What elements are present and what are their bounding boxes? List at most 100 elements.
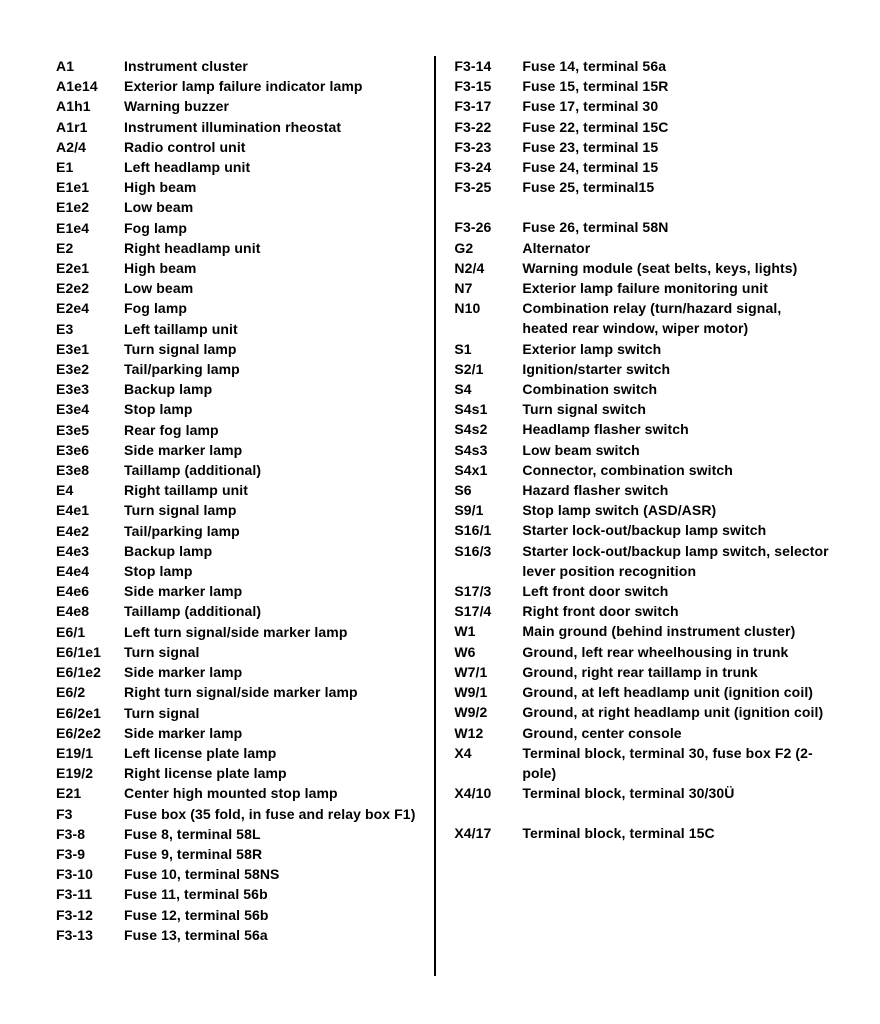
legend-row: F3-10Fuse 10, terminal 58NS: [56, 864, 420, 884]
component-code: F3-11: [56, 884, 124, 904]
component-description: Backup lamp: [124, 541, 420, 561]
component-description: Warning module (seat belts, keys, lights…: [522, 258, 840, 278]
legend-row: W1Main ground (behind instrument cluster…: [454, 621, 840, 641]
component-code: S17/4: [454, 601, 522, 621]
legend-row: E6/1e2Side marker lamp: [56, 662, 420, 682]
component-description: Stop lamp switch (ASD/ASR): [522, 500, 840, 520]
component-code: E3: [56, 319, 124, 339]
page: A1Instrument clusterA1e14Exterior lamp f…: [0, 0, 880, 1024]
legend-row: E3e6Side marker lamp: [56, 440, 420, 460]
component-description: Fuse 17, terminal 30: [522, 96, 840, 116]
component-code: F3: [56, 804, 124, 824]
legend-row: E19/2Right license plate lamp: [56, 763, 420, 783]
component-code: E1e4: [56, 218, 124, 238]
component-description: Ground, left rear wheelhousing in trunk: [522, 642, 840, 662]
component-description: Terminal block, terminal 15C: [522, 823, 840, 843]
legend-row: A1r1Instrument illumination rheostat: [56, 117, 420, 137]
component-description: Turn signal: [124, 703, 420, 723]
component-code: S4s1: [454, 399, 522, 419]
legend-row: S4s1Turn signal switch: [454, 399, 840, 419]
legend-row: A1h1Warning buzzer: [56, 96, 420, 116]
legend-row: E2e1High beam: [56, 258, 420, 278]
component-code: S16/1: [454, 520, 522, 540]
legend-row: E6/1e1Turn signal: [56, 642, 420, 662]
component-code: W7/1: [454, 662, 522, 682]
component-description: Tail/parking lamp: [124, 521, 420, 541]
component-code: S16/3: [454, 541, 522, 561]
component-description: Side marker lamp: [124, 662, 420, 682]
component-description: Low beam: [124, 278, 420, 298]
component-description: Alternator: [522, 238, 840, 258]
column-divider: [434, 56, 436, 976]
legend-row: E6/2e1Turn signal: [56, 703, 420, 723]
component-description: Stop lamp: [124, 399, 420, 419]
component-code: S4s2: [454, 419, 522, 439]
legend-row: W9/1Ground, at left headlamp unit (ignit…: [454, 682, 840, 702]
legend-row: N10Combination relay (turn/hazard signal…: [454, 298, 840, 318]
component-description: Low beam: [124, 197, 420, 217]
component-description: Taillamp (additional): [124, 460, 420, 480]
component-code: E4e6: [56, 581, 124, 601]
legend-row: E3e2Tail/parking lamp: [56, 359, 420, 379]
component-description: Left turn signal/side marker lamp: [124, 622, 420, 642]
component-description: Side marker lamp: [124, 723, 420, 743]
component-description: High beam: [124, 258, 420, 278]
component-code: F3-12: [56, 905, 124, 925]
legend-row: A1e14Exterior lamp failure indicator lam…: [56, 76, 420, 96]
component-description: Fuse 9, terminal 58R: [124, 844, 420, 864]
component-description: Starter lock-out/backup lamp switch, sel…: [522, 541, 840, 581]
component-code: N7: [454, 278, 522, 298]
legend-row: S2/1Ignition/starter switch: [454, 359, 840, 379]
legend-row: E4e4Stop lamp: [56, 561, 420, 581]
legend-row: E1e1High beam: [56, 177, 420, 197]
component-code: F3-23: [454, 137, 522, 157]
legend-row: F3-24Fuse 24, terminal 15: [454, 157, 840, 177]
component-code: X4/10: [454, 783, 522, 803]
component-code: G2: [454, 238, 522, 258]
component-code: S17/3: [454, 581, 522, 601]
component-description: Taillamp (additional): [124, 601, 420, 621]
component-code: E3e3: [56, 379, 124, 399]
component-description: Exterior lamp failure monitoring unit: [522, 278, 840, 298]
component-code: S4: [454, 379, 522, 399]
component-description: Ground, right rear taillamp in trunk: [522, 662, 840, 682]
component-description: Instrument cluster: [124, 56, 420, 76]
component-code: E4e2: [56, 521, 124, 541]
component-description: Ignition/starter switch: [522, 359, 840, 379]
component-code: E2: [56, 238, 124, 258]
legend-row: E3e4Stop lamp: [56, 399, 420, 419]
component-code: E3e2: [56, 359, 124, 379]
component-code: E4e3: [56, 541, 124, 561]
component-description: Right taillamp unit: [124, 480, 420, 500]
legend-row: E3Left taillamp unit: [56, 319, 420, 339]
component-description: Side marker lamp: [124, 440, 420, 460]
legend-row: F3-9Fuse 9, terminal 58R: [56, 844, 420, 864]
legend-row: heated rear window, wiper motor): [454, 318, 840, 338]
component-code: E6/2e2: [56, 723, 124, 743]
legend-row: S16/3Starter lock-out/backup lamp switch…: [454, 541, 840, 581]
component-description: Left headlamp unit: [124, 157, 420, 177]
component-description: Fuse 22, terminal 15C: [522, 117, 840, 137]
legend-row: E4e2Tail/parking lamp: [56, 521, 420, 541]
component-description: High beam: [124, 177, 420, 197]
legend-row: E4e3Backup lamp: [56, 541, 420, 561]
legend-row: E3e1Turn signal lamp: [56, 339, 420, 359]
component-description: Fuse box (35 fold, in fuse and relay box…: [124, 804, 420, 824]
legend-row: E1Left headlamp unit: [56, 157, 420, 177]
component-code: E2e4: [56, 298, 124, 318]
component-code: S4s3: [454, 440, 522, 460]
legend-row: E4Right taillamp unit: [56, 480, 420, 500]
legend-row: E1e2Low beam: [56, 197, 420, 217]
legend-row: E21Center high mounted stop lamp: [56, 783, 420, 803]
component-description: Turn signal lamp: [124, 339, 420, 359]
component-code: A1r1: [56, 117, 124, 137]
component-code: F3-26: [454, 217, 522, 237]
legend-row: S1Exterior lamp switch: [454, 339, 840, 359]
legend-row: X4/10Terminal block, terminal 30/30Ü: [454, 783, 840, 803]
legend-row: A1Instrument cluster: [56, 56, 420, 76]
legend-row: E2e4Fog lamp: [56, 298, 420, 318]
legend-row: W12Ground, center console: [454, 723, 840, 743]
component-code: S1: [454, 339, 522, 359]
legend-row: S17/4Right front door switch: [454, 601, 840, 621]
legend-row: E3e5Rear fog lamp: [56, 420, 420, 440]
